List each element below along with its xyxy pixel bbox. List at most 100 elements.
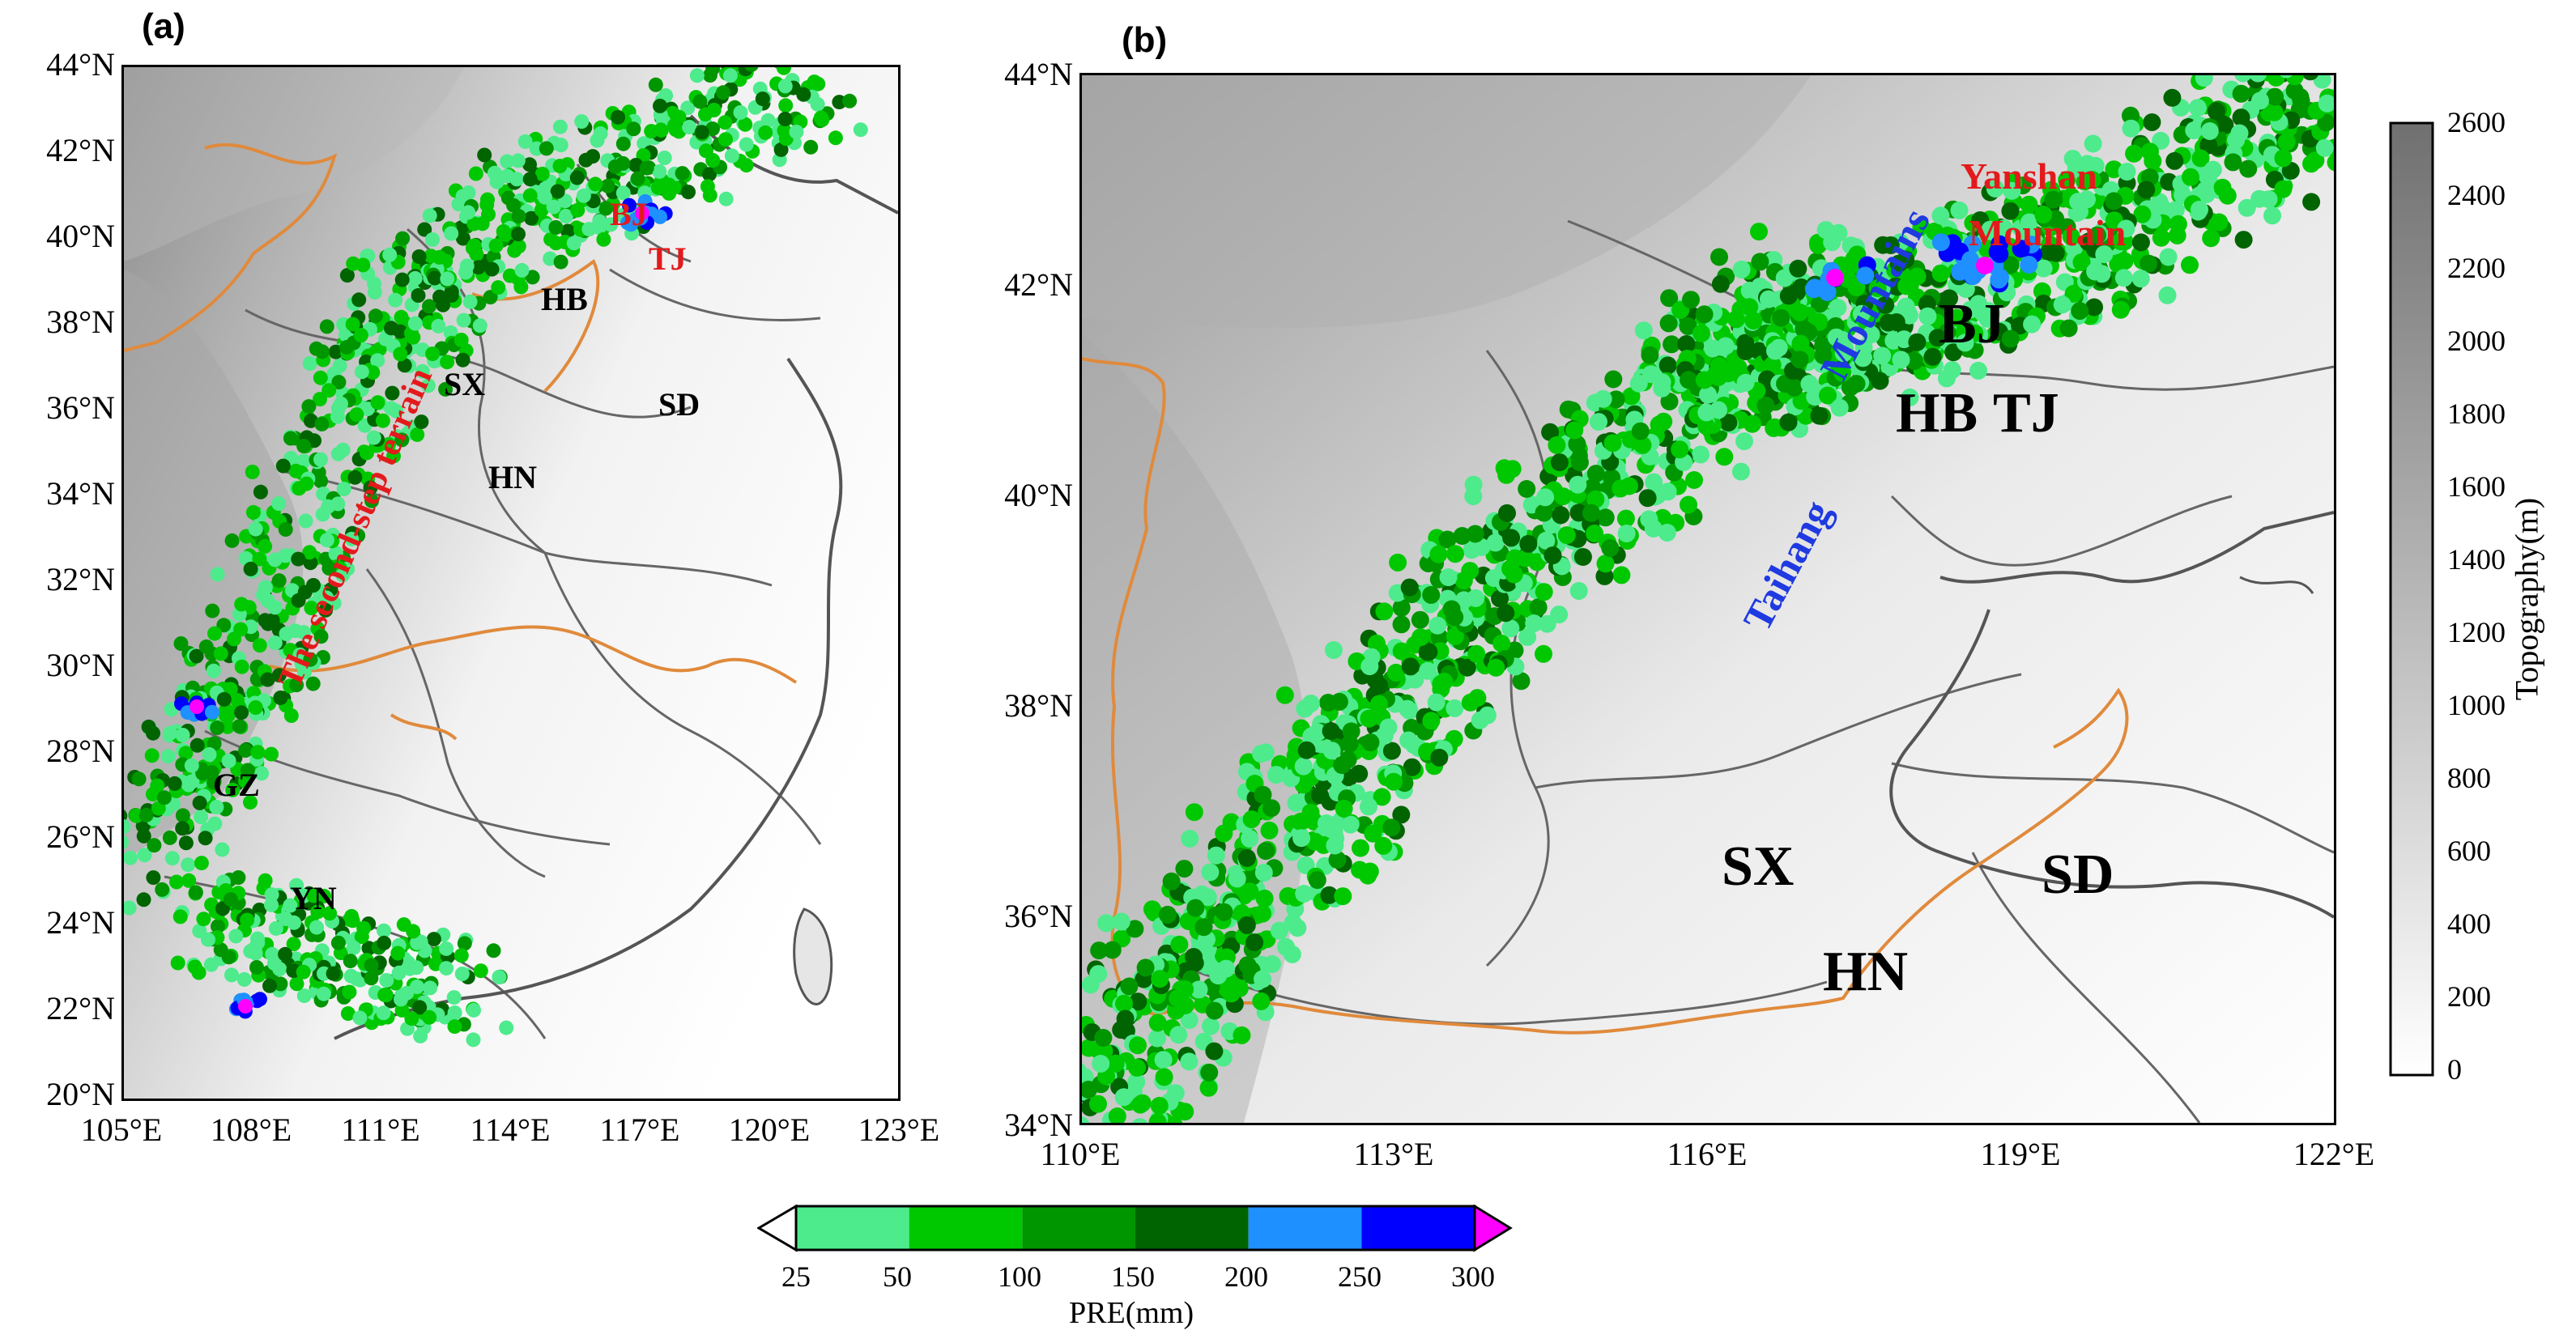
precip-dot <box>1335 799 1353 818</box>
precip-dot <box>181 777 196 793</box>
precip-dot <box>1326 836 1344 855</box>
precip-dot <box>2232 84 2250 103</box>
precip-dot <box>1200 1063 1219 1082</box>
lat-tick: 44°N <box>1004 56 1073 92</box>
precip-dot <box>514 262 530 278</box>
precip-dot <box>1692 324 1710 342</box>
precip-dot <box>1185 948 1203 966</box>
precip-dot <box>1284 913 1302 932</box>
precip-dot <box>136 892 151 907</box>
precip-dot <box>205 603 220 618</box>
precip-dot <box>271 668 287 683</box>
precip-dot <box>1535 644 1552 663</box>
precip-dot <box>2020 195 2038 214</box>
precip-dot <box>1518 480 1536 498</box>
precip-dot <box>335 442 351 457</box>
precip-dot <box>2166 201 2185 219</box>
precip-dot <box>2207 102 2225 121</box>
precip-dot <box>1854 349 1872 368</box>
precip-dot <box>2224 153 2242 172</box>
precip-dot <box>136 828 151 844</box>
precip-dot <box>1680 495 1697 514</box>
precip-dot <box>2088 226 2106 244</box>
precip-dot <box>1458 658 1476 677</box>
precip-dot <box>1262 799 1280 818</box>
precip-dot <box>1194 918 1213 937</box>
precip-dot <box>2114 269 2133 287</box>
precip-dot <box>384 321 398 336</box>
precip-dot <box>1535 504 1553 522</box>
precip-dot <box>404 1011 419 1026</box>
label-gz-a: GZ <box>213 767 260 803</box>
lat-tick: 24°N <box>46 904 115 941</box>
precip-dot <box>758 125 773 140</box>
precip-dot <box>178 835 194 851</box>
colorbar-cell <box>909 1206 1023 1250</box>
precip-dot <box>1502 529 1521 547</box>
precip-dot <box>2046 244 2065 262</box>
precip-dot <box>131 771 147 787</box>
precip-dot <box>1659 314 1678 333</box>
precip-dot <box>287 623 303 639</box>
panel-b-svg: SX SD HN BJ HB TJ Yanshan Mountain Taiha… <box>1082 75 2334 1123</box>
precip-dot <box>1330 692 1348 711</box>
precip-dot <box>488 238 504 253</box>
precip-dot <box>1604 370 1623 389</box>
precip-dot <box>2188 99 2207 117</box>
precip-dot <box>144 748 160 763</box>
precip-dot <box>240 763 255 778</box>
precip-dot <box>2277 133 2296 151</box>
precip-dot <box>245 504 261 520</box>
precip-dot <box>395 231 411 246</box>
precip-dot <box>426 932 441 947</box>
precip-dot <box>124 850 138 865</box>
precip-dot <box>196 912 211 927</box>
label-sd-a: SD <box>658 386 700 423</box>
precip-dot <box>1697 417 1716 436</box>
precip-dot <box>1116 1009 1135 1028</box>
lat-tick: 40°N <box>1004 477 1073 513</box>
precip-dot <box>1682 291 1700 309</box>
precip-dot <box>1254 785 1272 804</box>
precip-dot <box>2125 144 2144 163</box>
precip-dot <box>2086 262 2105 281</box>
precip-dot <box>1242 810 1261 829</box>
precip-dot <box>1180 1052 1199 1071</box>
precip-dot <box>1154 1051 1173 1069</box>
precip-dot <box>175 728 190 742</box>
precip-dot <box>287 915 301 930</box>
precip-dot <box>343 968 359 984</box>
precip-dot <box>524 210 539 226</box>
precip-dot <box>1871 372 1889 390</box>
precip-dot <box>345 913 360 929</box>
pre-tick: 250 <box>1338 1260 1382 1293</box>
precip-dot <box>296 453 311 469</box>
precip-dot <box>1789 259 1807 278</box>
precip-dot <box>588 176 603 192</box>
panel-b-label: (b) <box>1122 20 1168 60</box>
label-bj-a: BJ <box>610 196 648 232</box>
precip-dot <box>1352 839 1369 857</box>
precip-dot <box>484 261 500 277</box>
precip-dot <box>2318 94 2334 113</box>
precip-dot <box>570 202 585 218</box>
precip-dot <box>204 765 219 780</box>
precip-dot <box>231 870 246 885</box>
precip-dot <box>1317 814 1335 832</box>
precip-dot <box>414 414 429 430</box>
precip-dot <box>1467 644 1486 663</box>
topography-colorbar-bar <box>2389 121 2434 1077</box>
precip-dot <box>1640 510 1658 529</box>
precip-dot <box>1595 567 1614 585</box>
precip-dot <box>1305 832 1324 851</box>
precip-dot <box>427 270 442 286</box>
precip-dot <box>718 191 734 206</box>
precip-dot <box>666 118 682 133</box>
precip-dot <box>1169 989 1187 1008</box>
label-hb-b: HB <box>1896 382 1978 444</box>
precip-dot <box>1569 475 1587 494</box>
precip-dot <box>1704 339 1722 358</box>
topo-tick: 2600 <box>2447 106 2506 138</box>
precip-dot <box>2234 231 2253 249</box>
precip-dot <box>138 807 154 822</box>
